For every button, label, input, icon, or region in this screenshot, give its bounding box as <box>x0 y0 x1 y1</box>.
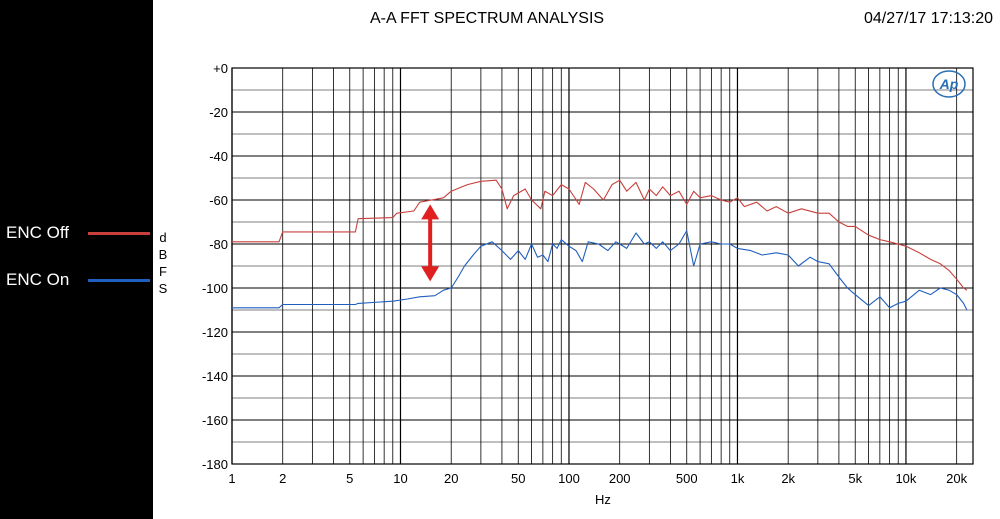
legend-swatch-enc-on <box>88 279 150 282</box>
y-tick-label: +0 <box>213 61 228 76</box>
x-tick-label: 1k <box>731 471 745 486</box>
y-tick-label: -100 <box>202 281 228 296</box>
x-tick-label: 20k <box>946 471 967 486</box>
series-line-1 <box>232 179 968 291</box>
ap-logo-ring <box>932 70 966 98</box>
y-tick-label: -40 <box>209 149 228 164</box>
y-tick-label: -180 <box>202 457 228 472</box>
x-tick-label: 1 <box>228 471 235 486</box>
y-tick-label: -160 <box>202 413 228 428</box>
difference-arrow-head-down <box>421 266 440 282</box>
y-axis-label: d B F S <box>159 230 168 296</box>
legend: ENC Off ENC On <box>0 0 153 519</box>
ap-logo: Ap <box>932 70 966 98</box>
difference-arrow-head-up <box>421 204 440 220</box>
x-tick-label: 10 <box>393 471 407 486</box>
chart-title: A-A FFT SPECTRUM ANALYSIS <box>370 10 604 27</box>
y-axis-label-s: S <box>159 281 168 296</box>
x-tick-label: 500 <box>676 471 698 486</box>
difference-arrow <box>421 204 440 282</box>
y-tick-label: -80 <box>209 237 228 252</box>
y-tick-label: -140 <box>202 369 228 384</box>
chart-panel: A-A FFT SPECTRUM ANALYSIS 04/27/17 17:13… <box>153 0 1000 519</box>
legend-swatch-enc-off <box>88 232 150 235</box>
x-tick-label: 20 <box>444 471 458 486</box>
x-tick-label: 10k <box>895 471 916 486</box>
x-tick-label: 50 <box>511 471 525 486</box>
y-tick-label: -120 <box>202 325 228 340</box>
fft-chart: A-A FFT SPECTRUM ANALYSIS 04/27/17 17:13… <box>159 10 993 507</box>
chart-timestamp: 04/27/17 17:13:20 <box>864 10 993 27</box>
ap-logo-text: Ap <box>939 76 959 92</box>
y-tick-label: -20 <box>209 105 228 120</box>
series-line-2 <box>232 230 968 311</box>
y-axis-label-b: B <box>159 247 168 262</box>
x-tick-label: 5 <box>346 471 353 486</box>
x-tick-label: 200 <box>609 471 631 486</box>
x-tick-label: 5k <box>848 471 862 486</box>
x-tick-label: 2 <box>279 471 286 486</box>
y-axis-label-f: F <box>159 264 167 279</box>
x-axis-label: Hz <box>595 492 611 507</box>
y-tick-label: -60 <box>209 193 228 208</box>
legend-label-enc-on: ENC On <box>6 270 70 289</box>
y-axis-label-d: d <box>159 230 166 245</box>
x-tick-label: 100 <box>558 471 580 486</box>
x-tick-label: 2k <box>781 471 795 486</box>
legend-label-enc-off: ENC Off <box>6 223 69 242</box>
